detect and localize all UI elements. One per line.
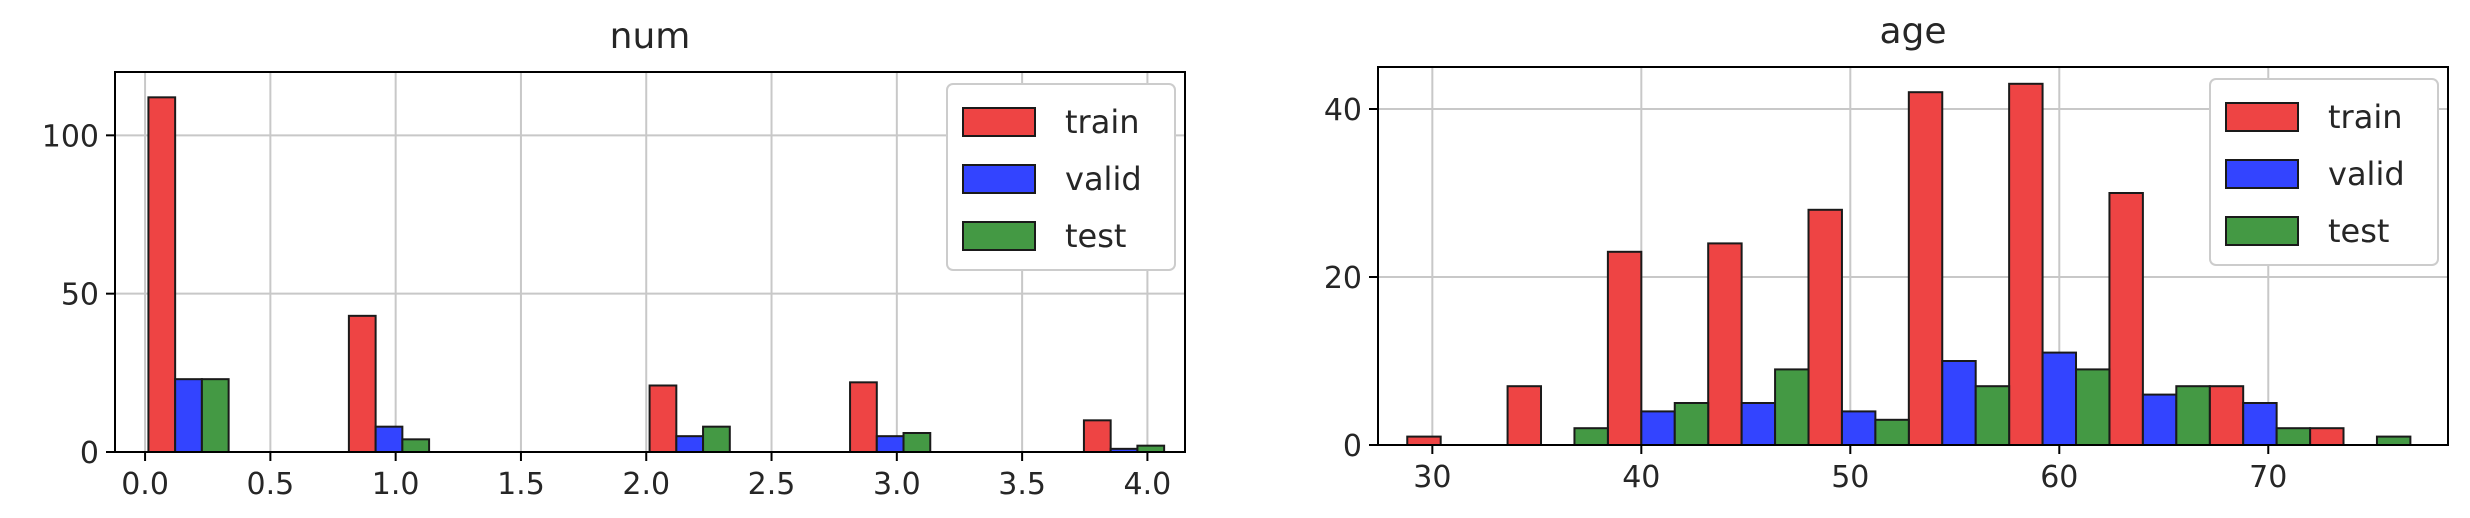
y-tick-label: 50 xyxy=(61,278,99,313)
bar-test xyxy=(1673,402,1710,446)
bar-valid xyxy=(374,425,404,453)
bar-valid xyxy=(1640,410,1676,446)
legend: train valid test xyxy=(2209,78,2439,266)
plot-frame xyxy=(114,71,1186,453)
x-tick-label: 30 xyxy=(1413,460,1451,495)
bar-test xyxy=(1974,385,2011,447)
x-tick-label: 2.0 xyxy=(622,467,670,502)
bar-valid xyxy=(2141,393,2178,447)
legend-label-valid: valid xyxy=(1065,160,1142,198)
bar-test xyxy=(1774,368,1810,446)
bar-valid xyxy=(2041,351,2078,447)
legend-label-train: train xyxy=(2328,98,2402,136)
bar-valid xyxy=(675,435,705,453)
x-tick-label: 0.5 xyxy=(247,467,295,502)
bar-valid xyxy=(875,435,905,453)
legend-label-test: test xyxy=(2328,212,2389,250)
bar-valid xyxy=(1840,410,1877,446)
bar-test xyxy=(702,425,731,453)
bar-test xyxy=(2075,368,2111,446)
x-tick-label: 3.0 xyxy=(873,467,921,502)
bar-test xyxy=(2275,427,2312,447)
bar-test xyxy=(1874,418,1910,446)
legend-swatch-test xyxy=(962,221,1036,251)
chart-title: age xyxy=(1879,11,1946,52)
bar-train xyxy=(2008,82,2044,447)
x-tick-label: 70 xyxy=(2249,460,2287,495)
y-tick-label: 20 xyxy=(1324,261,1362,296)
chart-title: num xyxy=(610,16,691,57)
bar-train xyxy=(147,96,177,453)
x-tick-label: 2.5 xyxy=(748,467,796,502)
x-tick-label: 50 xyxy=(1831,460,1869,495)
legend-swatch-train xyxy=(962,107,1036,137)
bar-valid xyxy=(174,378,203,453)
bar-train xyxy=(2309,427,2345,447)
bar-test xyxy=(1573,427,1609,447)
bar-test xyxy=(200,378,230,453)
bar-valid xyxy=(1941,360,1977,446)
legend-swatch-train xyxy=(2225,102,2299,132)
bar-train xyxy=(849,381,878,454)
legend-label-test: test xyxy=(1065,217,1126,255)
bar-test xyxy=(401,438,431,454)
bar-train xyxy=(1606,250,1643,446)
bar-train xyxy=(2108,192,2144,446)
bar-valid xyxy=(2242,402,2278,446)
x-tick-label: 3.5 xyxy=(998,467,1046,502)
bar-train xyxy=(648,384,678,453)
legend-label-train: train xyxy=(1065,103,1139,141)
legend: train valid test xyxy=(946,83,1176,271)
legend-label-valid: valid xyxy=(2328,155,2405,193)
bar-train xyxy=(1707,242,1743,446)
y-tick-label: 100 xyxy=(42,119,99,154)
bar-train xyxy=(1807,208,1843,446)
bar-train xyxy=(1406,435,1442,447)
bar-test xyxy=(2175,385,2211,447)
y-tick-label: 40 xyxy=(1324,93,1362,128)
chart-num: 0.0 0.5 1.0 1.5 2.0 2.5 3.0 3.5 4.0 0 50 100 num trai… xyxy=(42,16,1186,502)
y-tick-label: 0 xyxy=(1343,429,1362,464)
bar-test xyxy=(902,432,932,453)
legend-swatch-valid xyxy=(2225,159,2299,189)
bar-train xyxy=(2208,385,2245,447)
bar-train xyxy=(1506,385,1543,447)
bar-test xyxy=(2375,435,2412,447)
bar-train xyxy=(1907,91,1944,446)
x-tick-label: 40 xyxy=(1622,460,1660,495)
bar-train xyxy=(347,314,377,454)
x-tick-label: 1.0 xyxy=(372,467,420,502)
legend-swatch-valid xyxy=(962,164,1036,194)
chart-age: 30 40 50 60 70 0 20 40 age train valid test xyxy=(1324,11,2449,495)
bar-train xyxy=(1082,419,1112,454)
legend-swatch-test xyxy=(2225,216,2299,246)
y-tick-label: 0 xyxy=(80,436,99,471)
plot-frame xyxy=(1377,66,2449,446)
x-tick-label: 1.5 xyxy=(497,467,545,502)
x-tick-label: 0.0 xyxy=(121,467,169,502)
x-tick-label: 4.0 xyxy=(1124,467,1172,502)
x-tick-label: 60 xyxy=(2040,460,2078,495)
bar-valid xyxy=(1740,402,1777,446)
